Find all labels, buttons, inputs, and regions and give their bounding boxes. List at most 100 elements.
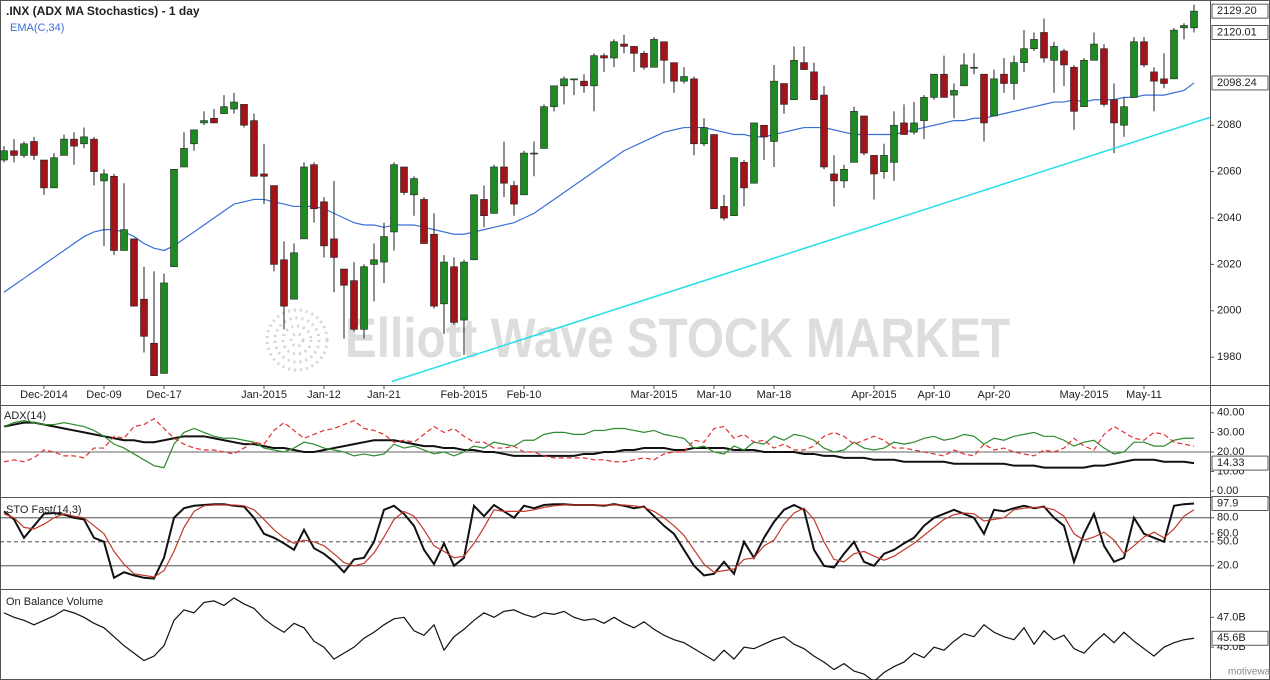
candle-body [580, 80, 588, 87]
x-tick-label: Dec-09 [86, 389, 121, 401]
candle-body [230, 101, 238, 110]
y-tick-label: 50.0 [1217, 536, 1238, 548]
candle-body [750, 122, 758, 184]
candle-body [450, 266, 458, 323]
candle-body [520, 152, 528, 196]
x-tick-label: Feb-10 [507, 389, 542, 401]
candle-body [980, 73, 988, 124]
candle-body [1030, 39, 1038, 50]
candle-body [780, 83, 788, 105]
candle-body [130, 238, 138, 307]
candle-body [360, 266, 368, 330]
y-tick-label: 40.00 [1217, 407, 1245, 419]
y-tick-label: 1980 [1217, 351, 1241, 363]
candle-body [1090, 43, 1098, 61]
candle-body [1150, 71, 1158, 82]
y-tick-label: 2080 [1217, 119, 1241, 131]
value-marker-label: 2120.01 [1217, 26, 1257, 38]
candle-body [140, 298, 148, 337]
y-tick-label: 2060 [1217, 166, 1241, 178]
candle-body [1000, 73, 1008, 84]
candle-body [1060, 50, 1068, 66]
x-tick-label: Mar-18 [757, 389, 792, 401]
candle-body [1050, 46, 1058, 61]
candle-body [1130, 41, 1138, 98]
candle-body [860, 115, 868, 154]
candle-body [890, 124, 898, 163]
candle-body [390, 164, 398, 233]
panel-title: .INX (ADX MA Stochastics) - 1 day [6, 4, 200, 18]
x-tick-label: Feb-2015 [440, 389, 487, 401]
candle-body [800, 62, 808, 70]
y-tick-label: 47.0B [1217, 611, 1246, 623]
candle-body [1180, 25, 1188, 29]
candle-body [610, 41, 618, 59]
value-marker-label: 14.33 [1217, 457, 1245, 469]
candle-body [620, 43, 628, 47]
candle-body [1190, 10, 1198, 29]
y-tick-label: 20.0 [1217, 560, 1238, 572]
candle-body [170, 169, 178, 268]
candle-body [440, 261, 448, 305]
x-tick-label: Dec-17 [146, 389, 181, 401]
value-marker [1211, 25, 1269, 40]
value-marker [1211, 630, 1269, 646]
footer: motivewave.com [1228, 667, 1270, 678]
x-tick-label: Apr-2015 [851, 389, 896, 401]
y-tick-label: 20.00 [1217, 446, 1245, 458]
panel-title: STO Fast(14,3) [6, 504, 82, 516]
candle-body [420, 199, 428, 244]
series-line [3, 421, 1195, 469]
candle-body [210, 117, 218, 124]
candle-body [290, 252, 298, 300]
value-marker [1211, 3, 1269, 19]
candle-body [460, 261, 468, 321]
candle-body [730, 157, 738, 216]
candle-body [200, 120, 208, 124]
x-tick-label: Mar-10 [697, 389, 732, 401]
watermark: Elliott Wave STOCK MARKET [345, 306, 1010, 369]
candle-body [330, 238, 338, 258]
candle-body [540, 106, 548, 149]
candle-body [300, 166, 308, 240]
value-marker [1211, 75, 1269, 91]
candle-body [220, 106, 228, 114]
candle-body [600, 55, 608, 59]
candle-body [840, 169, 848, 182]
candle-body [150, 342, 158, 377]
value-marker [1211, 496, 1269, 511]
y-tick-label: 2040 [1217, 212, 1241, 224]
panel-title: On Balance Volume [6, 596, 103, 608]
value-marker [1211, 455, 1269, 471]
candle-body [1140, 41, 1148, 66]
candle-body [250, 120, 258, 177]
y-tick-label: 2000 [1217, 305, 1241, 317]
y-tick-label: 0.00 [1217, 485, 1238, 497]
candle-body [830, 173, 838, 182]
candle-body [280, 259, 288, 307]
candle-body [810, 71, 818, 101]
candle-body [240, 104, 248, 126]
y-tick-label: 60.0 [1217, 528, 1238, 540]
candle-body [570, 78, 578, 81]
candle-body [940, 73, 948, 98]
candle-body [690, 78, 698, 145]
x-tick-label: Jan-21 [367, 389, 401, 401]
candle-body [1120, 106, 1128, 126]
candle-body [380, 236, 388, 263]
candle-body [1160, 78, 1168, 84]
value-marker-label: 45.6B [1217, 632, 1246, 644]
candle-body [480, 199, 488, 216]
candle-body [500, 166, 508, 184]
candle-body [1100, 48, 1108, 105]
candle-body [270, 185, 278, 265]
x-tick-label: Mar-2015 [630, 389, 677, 401]
trend-line [391, 116, 1211, 383]
candle-body [30, 141, 38, 156]
candle-body [0, 150, 8, 161]
candle-body [40, 159, 48, 189]
series-line [3, 597, 1195, 680]
x-tick-label: Apr-10 [917, 389, 950, 401]
